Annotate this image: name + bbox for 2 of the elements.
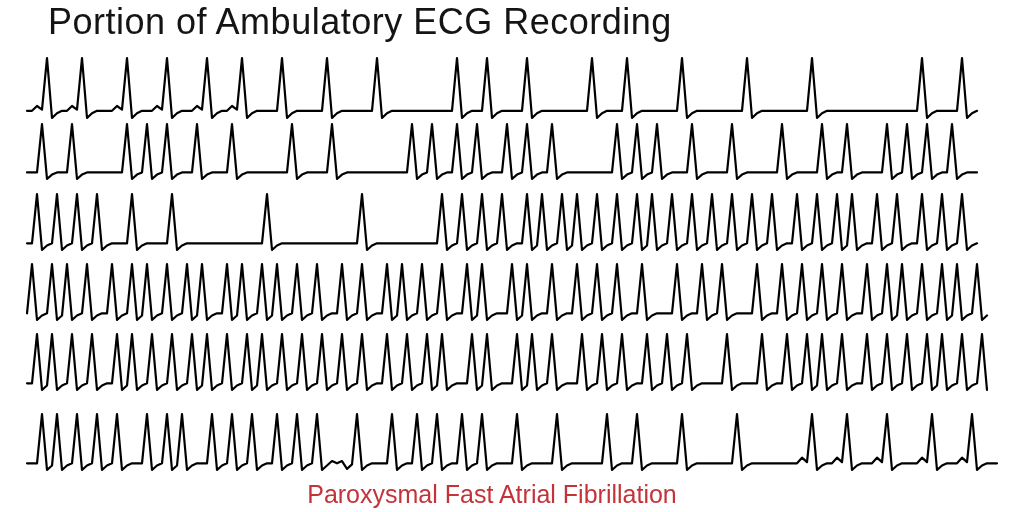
chart-title: Portion of Ambulatory ECG Recording	[48, 1, 672, 42]
text: Paroxysmal Fast Atrial Fibrillation	[307, 480, 677, 508]
